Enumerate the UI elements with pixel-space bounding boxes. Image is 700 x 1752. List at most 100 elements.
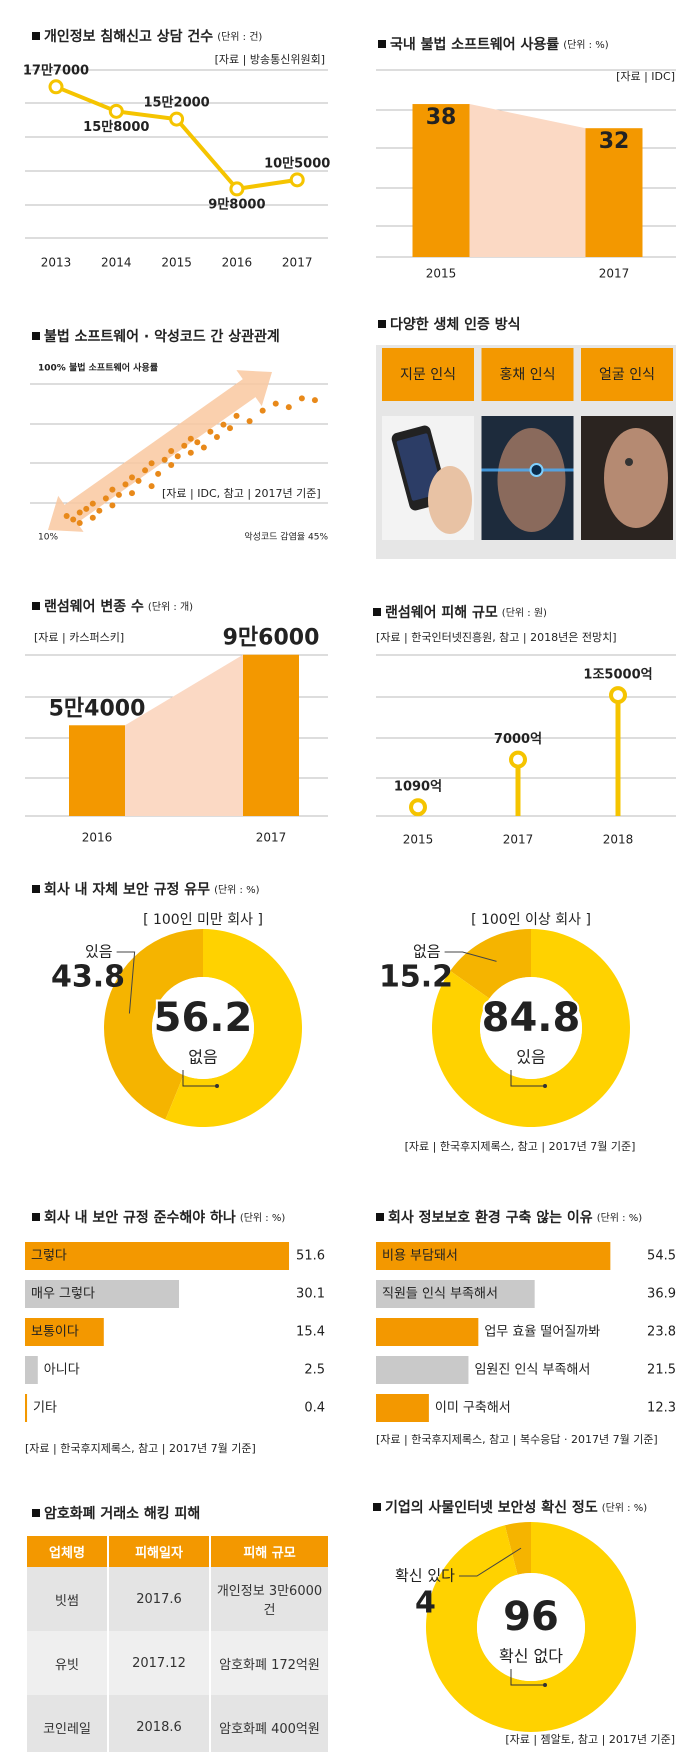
leader-line: [444, 951, 497, 962]
trend-arrow: [48, 370, 272, 532]
cell: 빗썸: [25, 1567, 109, 1631]
segment-label: 있음: [85, 943, 113, 961]
segment-label: 없음: [413, 943, 441, 961]
unit-label: (단위 : %): [563, 38, 609, 51]
center-label: 없음: [188, 1048, 217, 1067]
value-label: 15.4: [296, 1325, 325, 1340]
table-row: 빗썸 2017.6 개인정보 3만6000건: [25, 1567, 330, 1631]
data-label: 9만8000: [208, 196, 265, 212]
data-label: 32: [599, 129, 630, 154]
title-marker: [32, 32, 40, 40]
point: [102, 495, 109, 502]
point: [89, 514, 96, 521]
chart-title: 기업의 사물인터넷 보안성 확신 정도 (단위 : %): [385, 1499, 647, 1516]
point: [311, 397, 318, 404]
x-tick-label: 2017: [599, 267, 630, 281]
value-label: 54.5: [647, 1249, 676, 1264]
data-label: 38: [426, 105, 457, 130]
title-text: 암호화폐 거래소 해킹 피해: [44, 1505, 200, 1522]
chart-title: 회사 내 보안 규정 준수해야 하나 (단위 : %): [44, 1209, 285, 1226]
center-label: 확신 없다: [499, 1647, 563, 1666]
cell: 2018.6: [107, 1695, 211, 1752]
method-label: 지문 인식: [400, 367, 456, 383]
bar-label: 업무 효율 떨어질까봐: [484, 1325, 600, 1340]
bar: [376, 1394, 429, 1422]
leader-line: [116, 951, 136, 1014]
source-note: [자료 | IDC]: [616, 70, 675, 83]
bar: [25, 1280, 180, 1308]
header-cell: 피해일자: [107, 1536, 211, 1567]
donut-segment: [504, 1522, 531, 1575]
x-tick-label: 2017: [503, 833, 534, 847]
source-note: [자료 | 한국후지제록스, 참고 | 복수응답 · 2017년 7월 기준]: [376, 1433, 658, 1446]
header-cell: 업체명: [25, 1536, 109, 1567]
point: [109, 502, 116, 509]
point: [70, 516, 77, 523]
point: [213, 433, 220, 440]
value-label: 51.6: [296, 1249, 325, 1264]
method-label: 얼굴 인식: [599, 367, 655, 383]
chart-title: 불법 소프트웨어 · 악성코드 간 상관관계: [44, 328, 280, 345]
bar: [25, 1356, 38, 1384]
bar-label: 기타: [33, 1401, 57, 1416]
point: [142, 467, 149, 474]
y-min-label: 10%: [38, 533, 58, 543]
data-label: 15만8000: [83, 119, 149, 135]
point: [168, 448, 175, 454]
point: [148, 460, 155, 467]
segment-label: 확신 있다: [395, 1567, 455, 1585]
chart-title: 회사 내 자체 보안 규정 유무 (단위 : %): [44, 881, 260, 898]
leader-dot: [543, 1084, 547, 1088]
data-label: 15만2000: [143, 95, 209, 111]
x-tick-label: 2018: [603, 833, 634, 847]
method-header: [481, 348, 574, 401]
title-text: 개인정보 침해신고 상담 건수: [44, 28, 213, 45]
donut-hole: [480, 977, 582, 1079]
method-header: [382, 348, 474, 401]
segment-value: 43.8: [51, 960, 125, 995]
point: [161, 456, 168, 463]
point: [187, 449, 194, 456]
value-label: 21.5: [647, 1363, 676, 1378]
header-cell: 피해 규모: [209, 1536, 330, 1567]
chart-title: 개인정보 침해신고 상담 건수 (단위 : 건): [44, 28, 262, 45]
bar-label: 임원진 인식 부족해서: [474, 1363, 590, 1378]
value-label: 0.4: [304, 1401, 325, 1416]
title-text: 회사 정보보호 환경 구축 않는 이유: [388, 1209, 593, 1226]
point: [89, 500, 96, 507]
photo-eye: [529, 463, 544, 477]
point: [48, 79, 64, 95]
cell: 유빗: [25, 1631, 109, 1695]
point: [76, 519, 83, 526]
bar-label: 보통이다: [31, 1325, 79, 1340]
point: [135, 477, 142, 484]
cell: 개인정보 3만6000건: [209, 1567, 330, 1631]
x-tick-label: 2015: [403, 833, 434, 847]
point: [76, 509, 83, 516]
point: [259, 407, 266, 414]
bar: [25, 1318, 104, 1346]
chart-title: 회사 정보보호 환경 구축 않는 이유 (단위 : %): [388, 1209, 642, 1226]
point: [207, 428, 214, 435]
title-text: 국내 불법 소프트웨어 사용률: [390, 36, 559, 53]
unit-label: (단위 : %): [214, 883, 260, 896]
data-label: 17만7000: [23, 62, 89, 78]
bar-label: 매우 그렇다: [31, 1287, 95, 1302]
cell: 코인레일: [25, 1695, 109, 1752]
point: [194, 439, 201, 446]
title-text: 랜섬웨어 피해 규모: [385, 604, 498, 621]
trend-shade: [469, 104, 586, 257]
cell: 암호화폐 400억원: [209, 1695, 330, 1752]
bar: [69, 725, 125, 816]
source-note: [자료 | 방송통신위원회]: [215, 53, 325, 66]
center-value: 96: [503, 1594, 559, 1640]
donut-hole: [152, 977, 254, 1079]
bar-label: 이미 구축해서: [435, 1401, 511, 1416]
title-text: 회사 내 자체 보안 규정 유무: [44, 881, 210, 898]
data-label: 7000억: [494, 732, 542, 747]
point: [96, 507, 103, 514]
value-label: 2.5: [304, 1363, 325, 1378]
point: [115, 491, 122, 498]
point: [229, 181, 245, 197]
donut-subtitle: [ 100인 이상 회사 ]: [471, 912, 591, 928]
